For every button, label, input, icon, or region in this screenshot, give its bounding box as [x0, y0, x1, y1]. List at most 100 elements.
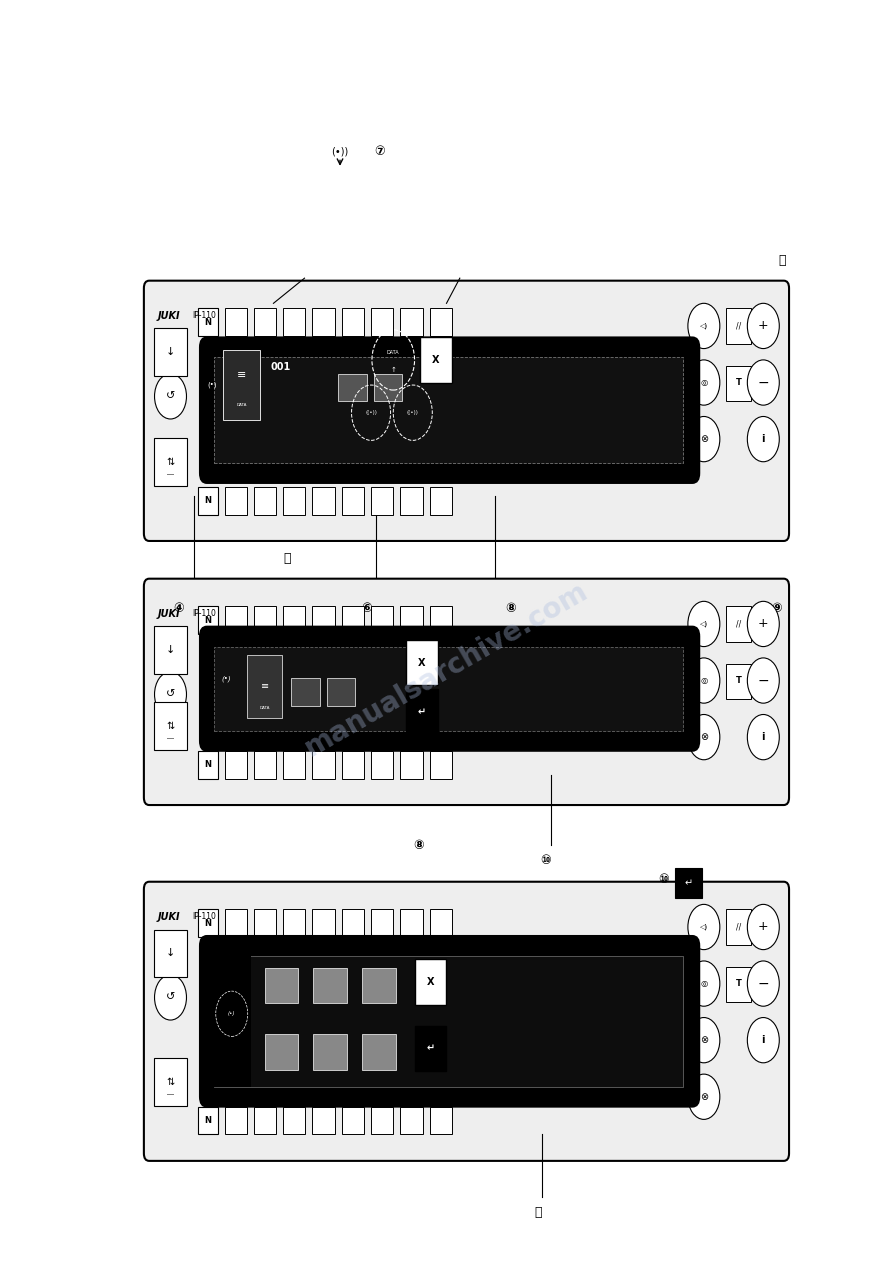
Bar — [313, 308, 335, 336]
Text: −: − — [757, 375, 769, 389]
Bar — [342, 606, 364, 634]
Bar — [430, 488, 452, 514]
Bar — [283, 751, 305, 778]
Text: ⑭: ⑭ — [283, 552, 290, 565]
Text: ⑥: ⑥ — [362, 602, 372, 615]
Text: ↓: ↓ — [166, 949, 175, 959]
Text: ⊗: ⊗ — [700, 434, 708, 445]
Text: N: N — [204, 318, 212, 327]
Bar — [198, 1106, 218, 1134]
Bar — [283, 909, 305, 937]
Text: ((•)): ((•)) — [365, 410, 377, 416]
Text: ◎: ◎ — [700, 676, 707, 685]
Bar — [430, 1106, 452, 1134]
Circle shape — [688, 715, 720, 760]
Bar — [254, 1106, 276, 1134]
FancyBboxPatch shape — [200, 337, 699, 484]
Bar — [430, 308, 452, 336]
Text: ⇅: ⇅ — [166, 1076, 174, 1086]
Bar — [342, 751, 364, 778]
Bar — [405, 640, 438, 686]
Text: DATA: DATA — [259, 706, 270, 710]
Text: ⑭: ⑭ — [778, 254, 786, 266]
Bar — [254, 606, 276, 634]
Text: ≡: ≡ — [237, 370, 246, 380]
Text: ≡: ≡ — [261, 681, 269, 691]
Bar — [254, 488, 276, 514]
Bar — [198, 751, 218, 778]
Text: ⇅: ⇅ — [166, 721, 174, 731]
Text: JUKI: JUKI — [158, 609, 180, 619]
Text: ↵: ↵ — [685, 878, 693, 888]
Bar — [313, 751, 335, 778]
Text: i: i — [762, 733, 765, 743]
Bar — [264, 1034, 298, 1070]
Text: (•): (•) — [228, 1012, 236, 1017]
Bar — [198, 606, 218, 634]
Bar — [246, 655, 282, 719]
Circle shape — [747, 658, 780, 703]
Bar — [214, 956, 251, 1086]
Bar — [726, 366, 751, 402]
Bar — [283, 606, 305, 634]
Text: −: − — [757, 673, 769, 687]
Bar — [374, 374, 402, 402]
Text: N: N — [204, 615, 212, 625]
Text: (•): (•) — [207, 381, 217, 388]
Text: T: T — [736, 676, 741, 685]
Bar — [225, 606, 246, 634]
Bar — [313, 1106, 335, 1134]
Text: i: i — [762, 1036, 765, 1046]
Bar — [342, 909, 364, 937]
Text: ◁): ◁) — [700, 620, 708, 628]
FancyBboxPatch shape — [144, 280, 789, 541]
Bar — [405, 690, 438, 734]
Text: ◎: ◎ — [700, 979, 707, 988]
Text: ⑧: ⑧ — [413, 839, 423, 851]
Bar — [225, 1106, 246, 1134]
Text: JUKI: JUKI — [158, 311, 180, 321]
Circle shape — [688, 1018, 720, 1062]
Bar — [254, 308, 276, 336]
Text: X: X — [418, 658, 425, 668]
Bar — [313, 488, 335, 514]
Circle shape — [688, 417, 720, 462]
Bar — [400, 606, 422, 634]
Text: ⑧: ⑧ — [505, 602, 516, 615]
Circle shape — [688, 1074, 720, 1119]
Bar — [414, 960, 446, 1004]
Text: ―: ― — [167, 1091, 174, 1098]
Bar — [225, 308, 246, 336]
Bar — [400, 1106, 422, 1134]
Bar — [214, 357, 683, 464]
Text: N: N — [204, 918, 212, 928]
Text: ⑩: ⑩ — [659, 873, 669, 885]
Text: ↓: ↓ — [166, 645, 175, 655]
Bar — [430, 751, 452, 778]
Text: N: N — [204, 496, 212, 505]
Bar — [154, 328, 188, 376]
Bar — [327, 678, 355, 706]
Bar — [400, 308, 422, 336]
Text: (•)): (•)) — [331, 147, 348, 157]
FancyBboxPatch shape — [200, 626, 699, 751]
Bar — [198, 488, 218, 514]
Bar — [214, 647, 683, 731]
Text: ↺: ↺ — [166, 690, 175, 700]
Bar — [283, 488, 305, 514]
Bar — [371, 751, 393, 778]
Bar — [338, 374, 367, 402]
Circle shape — [747, 961, 780, 1007]
Bar — [223, 350, 260, 421]
Text: //: // — [736, 619, 741, 629]
Bar — [371, 308, 393, 336]
Bar — [198, 909, 218, 937]
Bar — [726, 909, 751, 945]
Circle shape — [688, 601, 720, 647]
Bar — [371, 606, 393, 634]
Text: +: + — [758, 618, 769, 630]
Bar — [400, 488, 422, 514]
Bar — [363, 1034, 396, 1070]
Circle shape — [747, 360, 780, 405]
Text: ◁): ◁) — [700, 923, 708, 931]
